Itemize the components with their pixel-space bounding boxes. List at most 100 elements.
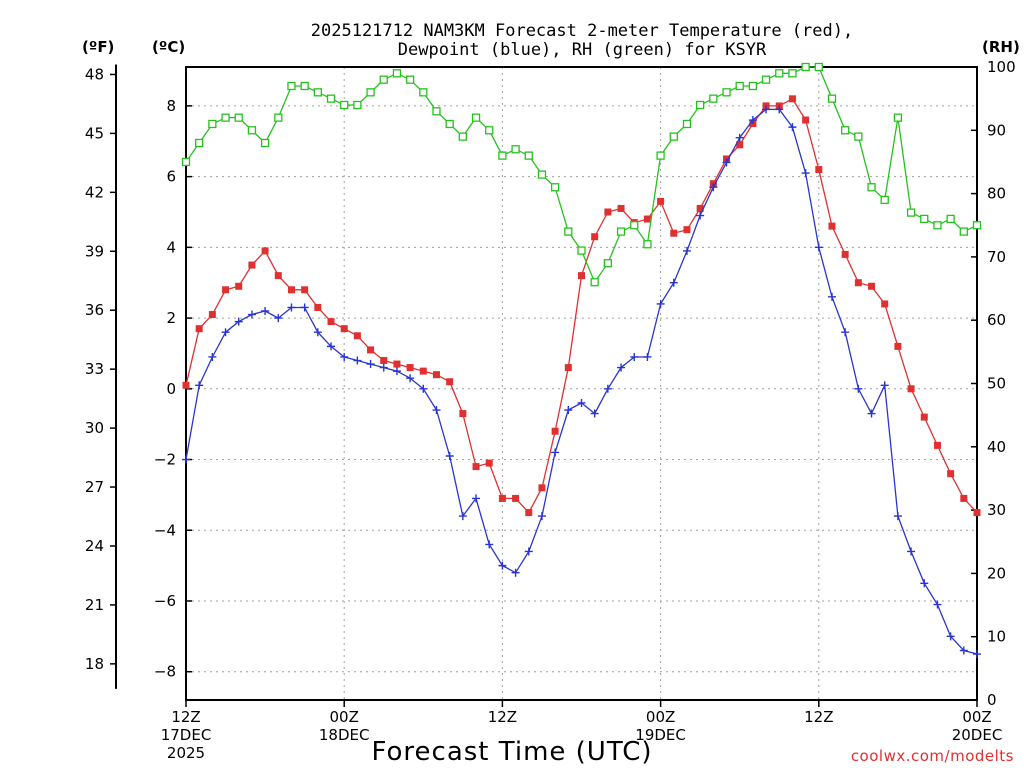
rh-point xyxy=(366,88,375,97)
dewpoint-point xyxy=(379,363,388,372)
rh-point xyxy=(656,151,665,160)
rh-point xyxy=(300,81,309,91)
dewpoint-point xyxy=(775,105,784,114)
rh-point xyxy=(854,132,863,141)
temperature-point xyxy=(841,250,849,258)
temperature-point xyxy=(920,413,928,421)
temperature-point xyxy=(604,208,612,216)
dewpoint-point xyxy=(722,158,731,167)
dewpoint-point xyxy=(485,540,494,549)
temperature-point xyxy=(248,261,256,269)
rh-point xyxy=(313,88,322,97)
x-tick-label: 20DEC xyxy=(952,726,1003,744)
temperature-point xyxy=(854,279,862,287)
temperature-point xyxy=(973,509,981,517)
axis-tick-labels: 484542393633302724211886420−2−4−6−810090… xyxy=(85,58,1016,762)
dewpoint-point xyxy=(353,356,362,365)
rh-point xyxy=(682,119,692,129)
celsius-tick-label: 4 xyxy=(166,238,176,256)
temperature-point xyxy=(894,342,902,350)
x-tick-label: 00Z xyxy=(646,708,675,726)
dewpoint-point xyxy=(498,561,507,570)
rh-tick-label: 10 xyxy=(987,628,1006,646)
dewpoint-point xyxy=(735,133,744,142)
x-tick-label: 00Z xyxy=(330,708,359,726)
x-tick-label: 2025 xyxy=(167,744,205,762)
rh-point xyxy=(221,113,230,122)
celsius-tick-label: −2 xyxy=(154,451,176,469)
temperature-point xyxy=(261,247,269,255)
fahrenheit-tick-label: 21 xyxy=(85,596,104,614)
rh-point xyxy=(893,113,903,122)
x-axis-label: Forecast Time (UTC) xyxy=(371,737,652,767)
rh-point xyxy=(643,240,652,249)
series-rh xyxy=(181,62,982,287)
rh-point xyxy=(485,126,494,135)
temperature-point xyxy=(591,233,599,241)
celsius-tick-label: 8 xyxy=(166,97,176,115)
rh-point xyxy=(471,113,481,122)
fahrenheit-tick-label: 42 xyxy=(85,183,104,201)
dewpoint-point xyxy=(814,243,823,252)
temperature-point xyxy=(287,286,295,294)
chart-axes xyxy=(110,64,978,707)
temperature-point xyxy=(182,381,190,389)
dewpoint-point xyxy=(893,512,902,521)
rh-point xyxy=(550,183,560,192)
rh-point xyxy=(788,69,797,78)
series-line xyxy=(185,108,978,655)
dewpoint-point xyxy=(880,381,889,390)
temperature-point xyxy=(208,311,216,319)
temperature-point xyxy=(657,197,665,205)
temperature-point xyxy=(933,441,941,449)
dewpoint-point xyxy=(445,451,454,460)
temperature-point xyxy=(446,378,454,386)
dewpoint-point xyxy=(788,123,797,132)
series-dewpoint xyxy=(182,105,981,659)
dewpoint-point xyxy=(801,169,810,178)
rh-point xyxy=(577,246,586,255)
dewpoint-point xyxy=(406,374,415,383)
temperature-point xyxy=(235,282,243,290)
celsius-tick-label: 0 xyxy=(166,380,176,398)
rh-point xyxy=(379,75,388,84)
temperature-point xyxy=(670,229,678,237)
temperature-point xyxy=(472,463,480,471)
temperature-point xyxy=(432,371,440,379)
temperature-point xyxy=(327,318,335,326)
dewpoint-point xyxy=(340,352,349,361)
dewpoint-point xyxy=(920,579,929,588)
x-tick-label: 19DEC xyxy=(635,726,686,744)
dewpoint-point xyxy=(946,632,955,641)
temperature-point xyxy=(314,303,322,311)
x-tick-label: 12Z xyxy=(804,708,833,726)
dewpoint-point xyxy=(682,246,691,255)
rh-point xyxy=(972,221,982,230)
rh-tick-label: 40 xyxy=(987,438,1006,456)
fahrenheit-tick-label: 24 xyxy=(85,537,104,555)
dewpoint-point xyxy=(524,547,533,556)
temperature-point xyxy=(881,300,889,308)
rh-point xyxy=(419,88,428,97)
series-layer xyxy=(181,62,982,659)
dewpoint-point xyxy=(432,406,441,415)
rh-point xyxy=(590,278,599,287)
rh-point xyxy=(234,113,243,122)
dewpoint-point xyxy=(748,116,757,125)
x-tick-label: 18DEC xyxy=(319,726,370,744)
rh-tick-label: 90 xyxy=(987,121,1006,139)
celsius-tick-label: 6 xyxy=(166,168,176,186)
celsius-tick-label: 2 xyxy=(166,309,176,327)
temperature-point xyxy=(551,427,559,435)
dewpoint-point xyxy=(274,314,283,323)
celsius-tick-label: −4 xyxy=(154,521,176,539)
dewpoint-point xyxy=(195,381,204,390)
rh-point xyxy=(959,227,968,236)
grid-lines xyxy=(186,67,977,700)
temperature-point xyxy=(683,226,691,234)
rh-tick-label: 50 xyxy=(987,375,1006,393)
dewpoint-point xyxy=(313,328,322,337)
dewpoint-point xyxy=(577,398,586,407)
temperature-point xyxy=(525,509,533,517)
fahrenheit-tick-label: 45 xyxy=(85,124,104,142)
